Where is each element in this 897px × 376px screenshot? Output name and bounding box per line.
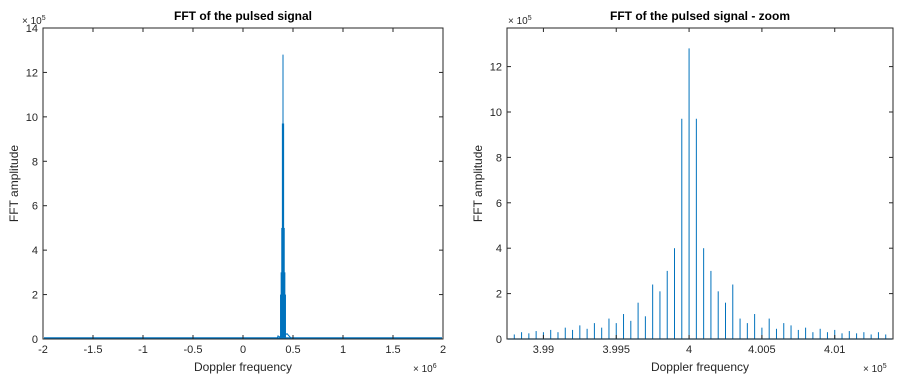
chart-title: FFT of the pulsed signal: [174, 9, 312, 23]
y-tick-label: 8: [32, 156, 38, 168]
carrier-noise-bump: [276, 332, 293, 340]
y-tick-label: 10: [26, 112, 38, 124]
x-tick-label: 1.5: [385, 344, 400, 356]
y-tick-label: 0: [32, 334, 38, 346]
y-tick-label: 8: [496, 152, 502, 164]
x-axis-label: Doppler frequency: [651, 360, 749, 374]
y-tick-label: 6: [32, 201, 38, 213]
x-tick-label: 2: [440, 344, 446, 356]
y-tick-label: 2: [496, 289, 502, 301]
x-axis-label: Doppler frequency: [194, 360, 292, 374]
x-tick-label: 0.5: [285, 344, 300, 356]
y-tick-label: 12: [26, 67, 38, 79]
x-tick-label: -1: [138, 344, 148, 356]
x-tick-label: 3.995: [602, 344, 630, 356]
y-axis-label: FFT amplitude: [471, 145, 485, 222]
right-fft-zoom-plot: 3.99 3.995 4 4.005 4.01 0 2 4 6 8 10 12 FFT of the p…: [471, 9, 894, 375]
y-tick-label: 4: [32, 245, 38, 257]
y-tick-label: 6: [496, 198, 502, 210]
x-exponent-label: × 105: [863, 363, 887, 375]
x-tick-label: 1: [340, 344, 346, 356]
y-tick-label: 14: [26, 23, 38, 35]
x-tick-label: 4.01: [824, 344, 845, 356]
x-exponent-label: × 106: [413, 363, 437, 375]
plot-area: [506, 27, 894, 340]
y-exponent-label: × 105: [508, 15, 532, 27]
y-tick-label: 12: [490, 62, 502, 74]
x-tick-label: 0: [240, 344, 246, 356]
x-tick-label: 4: [686, 344, 692, 356]
x-tick-label: 4.005: [748, 344, 776, 356]
left-fft-plot: -2 -1.5 -1 -0.5 0 0.5 1 1.5 2 0 2 4 6 8 10 12 14 FFT of t…: [7, 9, 446, 375]
y-tick-label: 4: [496, 243, 502, 255]
x-tick-label: -1.5: [84, 344, 103, 356]
plot-frame: [506, 27, 894, 340]
x-tick-label: 3.99: [533, 344, 554, 356]
x-tick-label: -0.5: [184, 344, 203, 356]
y-axis-label: FFT amplitude: [7, 145, 21, 222]
plot-area: [42, 27, 444, 340]
y-tick-label: 10: [490, 107, 502, 119]
y-tick-label: 2: [32, 290, 38, 302]
y-exponent-label: × 105: [22, 15, 46, 27]
y-tick-label: 0: [496, 334, 502, 346]
chart-title: FFT of the pulsed signal - zoom: [610, 9, 790, 23]
x-tick-label: -2: [38, 344, 48, 356]
